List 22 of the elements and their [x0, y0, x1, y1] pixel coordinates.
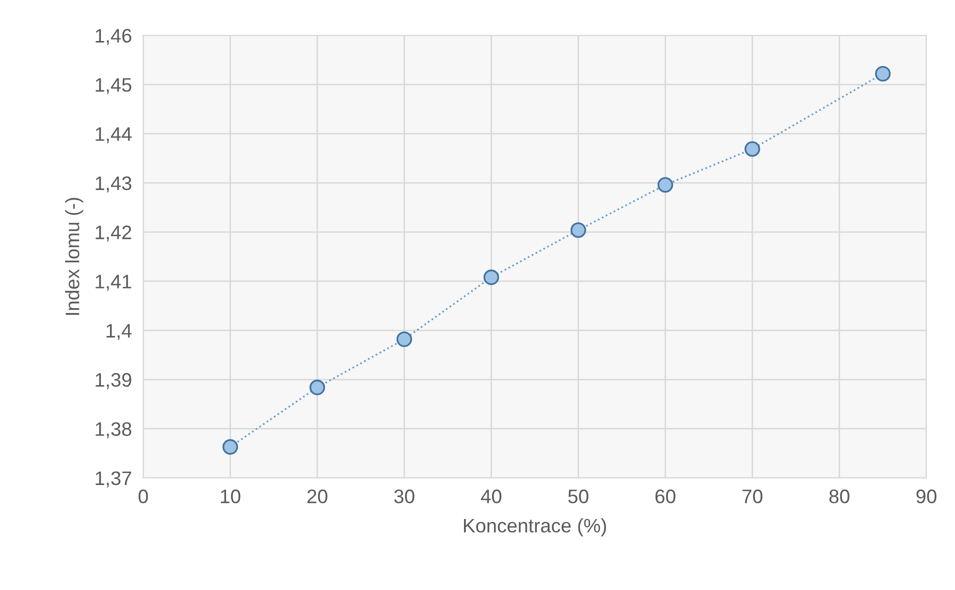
x-tick-label: 0 — [138, 490, 148, 504]
x-tick-label: 10 — [220, 490, 240, 504]
x-tick-label: 60 — [655, 490, 676, 504]
y-tick-label: 1,43 — [96, 176, 132, 192]
y-tick-label: 1,42 — [96, 226, 132, 242]
x-tick-label: 20 — [307, 490, 328, 504]
y-tick-label: 1,38 — [96, 422, 132, 438]
x-tick-label: 40 — [480, 490, 502, 504]
y-tick-label: 1,4 — [106, 324, 132, 340]
x-tick-label: 30 — [394, 490, 414, 504]
y-tick-label: 1,44 — [96, 127, 132, 144]
x-tick-label: 80 — [829, 490, 850, 504]
y-tick-label: 1,46 — [96, 28, 132, 45]
x-tick-label: 90 — [916, 490, 936, 504]
x-tick-label: 50 — [568, 490, 588, 504]
y-tick-label: 1,45 — [96, 78, 132, 94]
x-axis-title: Koncentrace (%) — [464, 518, 606, 536]
y-tick-label: 1,41 — [96, 274, 132, 291]
y-axis-title: Index lomu (-) — [65, 198, 84, 315]
y-tick-label: 1,39 — [96, 373, 132, 390]
x-tick-label: 70 — [742, 490, 762, 504]
y-tick-label: 1,37 — [96, 471, 132, 488]
